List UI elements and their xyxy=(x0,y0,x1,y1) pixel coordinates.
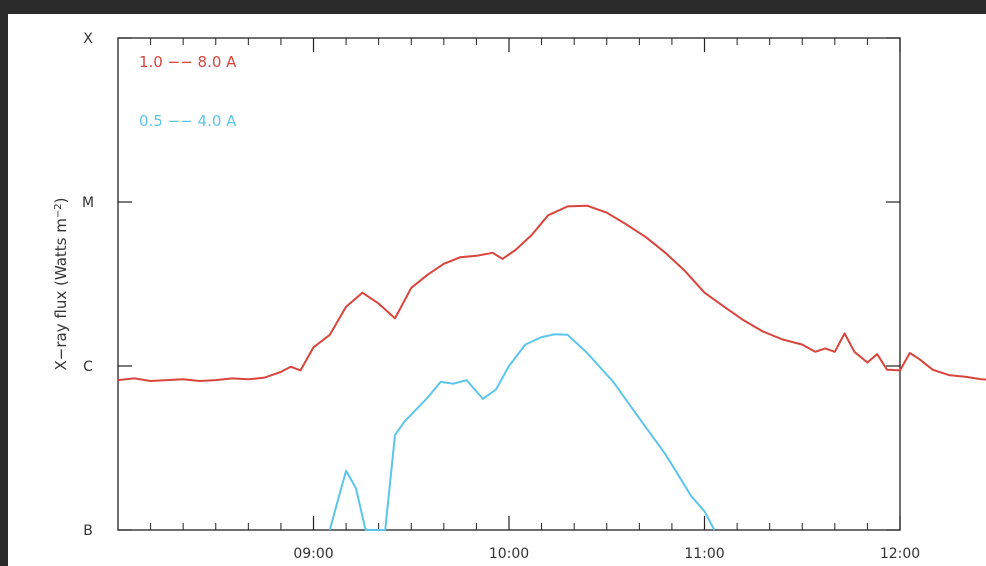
legend-entry-2: 0.5 −− 4.0 A xyxy=(139,112,237,130)
x-tick-label: 10:00 xyxy=(489,546,529,562)
series-lines xyxy=(117,204,986,531)
tick-labels: 09:00 10:00 11:00 12:00 X M C B xyxy=(82,31,920,562)
y-axis-label-text: X−ray flux (Watts m xyxy=(52,218,70,370)
series-line-1 xyxy=(117,204,986,382)
chart: 09:00 10:00 11:00 12:00 X M C B 1.0 −− 8.0 A 0.5… xyxy=(52,31,986,562)
legend: 1.0 −− 8.0 A 0.5 −− 4.0 A xyxy=(139,53,237,130)
y-axis-label: X−ray flux (Watts m−2) xyxy=(52,198,70,371)
y-axis-label-close: ) xyxy=(52,198,70,204)
x-tick-label: 11:00 xyxy=(684,546,724,562)
legend-entry-1: 1.0 −− 8.0 A xyxy=(139,53,237,71)
x-tick-label: 12:00 xyxy=(880,546,920,562)
y-tick-label: M xyxy=(82,195,94,211)
y-tick-label: B xyxy=(83,523,93,539)
series-line-2 xyxy=(328,333,716,531)
major-ticks xyxy=(118,37,901,531)
minor-ticks xyxy=(150,38,868,530)
chart-frame: 09:00 10:00 11:00 12:00 X M C B 1.0 −− 8.0 A 0.5… xyxy=(8,14,986,566)
y-axis-label-sup: −2 xyxy=(53,203,64,218)
x-tick-label: 09:00 xyxy=(293,546,333,562)
y-tick-label: C xyxy=(83,359,93,375)
y-tick-label: X xyxy=(83,31,93,47)
